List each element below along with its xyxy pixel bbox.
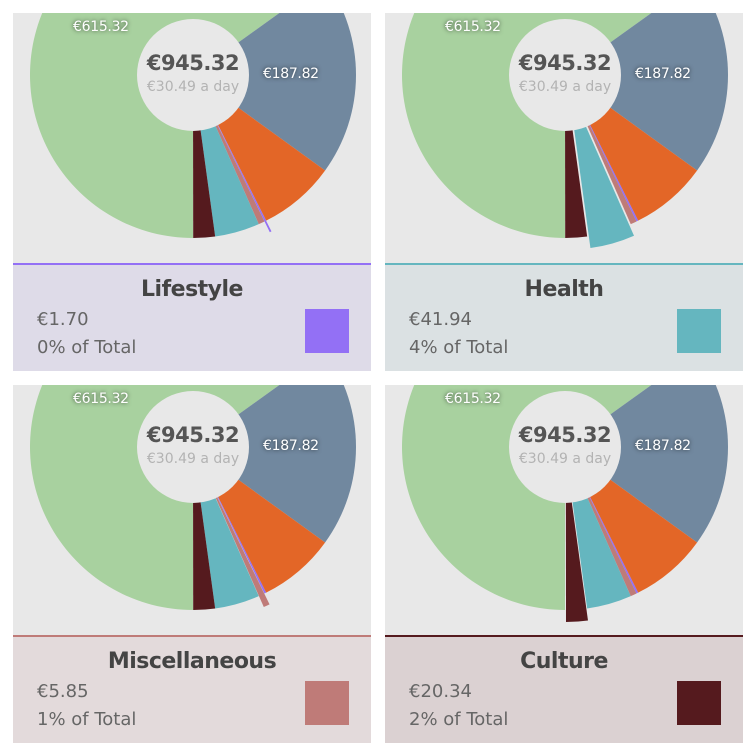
category-amount: €1.70 — [37, 309, 89, 330]
category-card-culture[interactable]: €615.32 €187.82 €945.32 €30.49 a day Cul… — [385, 385, 743, 743]
donut-svg — [30, 385, 357, 610]
category-color-swatch — [305, 309, 349, 353]
category-percent: 4% of Total — [409, 337, 509, 358]
category-info: Health €41.94 4% of Total — [385, 263, 743, 371]
category-title: Miscellaneous — [107, 649, 277, 674]
total-amount: €945.32 — [518, 423, 612, 447]
donut-chart[interactable]: €615.32 €187.82 €945.32 €30.49 a day — [13, 13, 371, 263]
slice-green[interactable] — [30, 13, 325, 238]
donut-chart[interactable]: €615.32 €187.82 €945.32 €30.49 a day — [385, 13, 743, 263]
category-info: Culture €20.34 2% of Total — [385, 635, 743, 743]
category-color-swatch — [677, 309, 721, 353]
daily-average: €30.49 a day — [146, 79, 240, 95]
slice-label-second: €187.82 — [635, 438, 691, 454]
slice-green[interactable] — [402, 385, 697, 610]
daily-average: €30.49 a day — [518, 451, 612, 467]
category-card-health[interactable]: €615.32 €187.82 €945.32 €30.49 a day Hea… — [385, 13, 743, 371]
total-amount: €945.32 — [146, 51, 240, 75]
category-color-swatch — [677, 681, 721, 725]
category-info: Miscellaneous €5.85 1% of Total — [13, 635, 371, 743]
category-percent: 2% of Total — [409, 709, 509, 730]
donut-hole — [137, 391, 249, 503]
slice-green[interactable] — [30, 385, 325, 610]
total-amount: €945.32 — [518, 51, 612, 75]
category-title: Culture — [520, 649, 608, 674]
slice-green[interactable] — [402, 13, 697, 238]
donut-hole — [509, 19, 621, 131]
category-title: Health — [524, 277, 604, 302]
category-info: Lifestyle €1.70 0% of Total — [13, 263, 371, 371]
donut-hole — [509, 391, 621, 503]
slice-label-large: €615.32 — [445, 391, 501, 407]
donut-svg — [30, 13, 357, 238]
daily-average: €30.49 a day — [518, 79, 612, 95]
category-color-swatch — [305, 681, 349, 725]
daily-average: €30.49 a day — [146, 451, 240, 467]
category-title: Lifestyle — [141, 277, 243, 302]
category-amount: €5.85 — [37, 681, 89, 702]
category-percent: 1% of Total — [37, 709, 137, 730]
slice-label-second: €187.82 — [263, 438, 319, 454]
category-card-lifestyle[interactable]: €615.32 €187.82 €945.32 €30.49 a day Lif… — [13, 13, 371, 371]
category-amount: €20.34 — [409, 681, 472, 702]
slice-label-large: €615.32 — [73, 19, 129, 35]
donut-svg — [402, 13, 729, 249]
category-percent: 0% of Total — [37, 337, 137, 358]
category-card-misc[interactable]: €615.32 €187.82 €945.32 €30.49 a day Mis… — [13, 385, 371, 743]
slice-label-second: €187.82 — [635, 66, 691, 82]
donut-hole — [137, 19, 249, 131]
slice-label-second: €187.82 — [263, 66, 319, 82]
category-amount: €41.94 — [409, 309, 472, 330]
donut-chart[interactable]: €615.32 €187.82 €945.32 €30.49 a day — [385, 385, 743, 635]
total-amount: €945.32 — [146, 423, 240, 447]
slice-label-large: €615.32 — [73, 391, 129, 407]
donut-svg — [402, 385, 729, 622]
slice-label-large: €615.32 — [445, 19, 501, 35]
donut-chart[interactable]: €615.32 €187.82 €945.32 €30.49 a day — [13, 385, 371, 635]
